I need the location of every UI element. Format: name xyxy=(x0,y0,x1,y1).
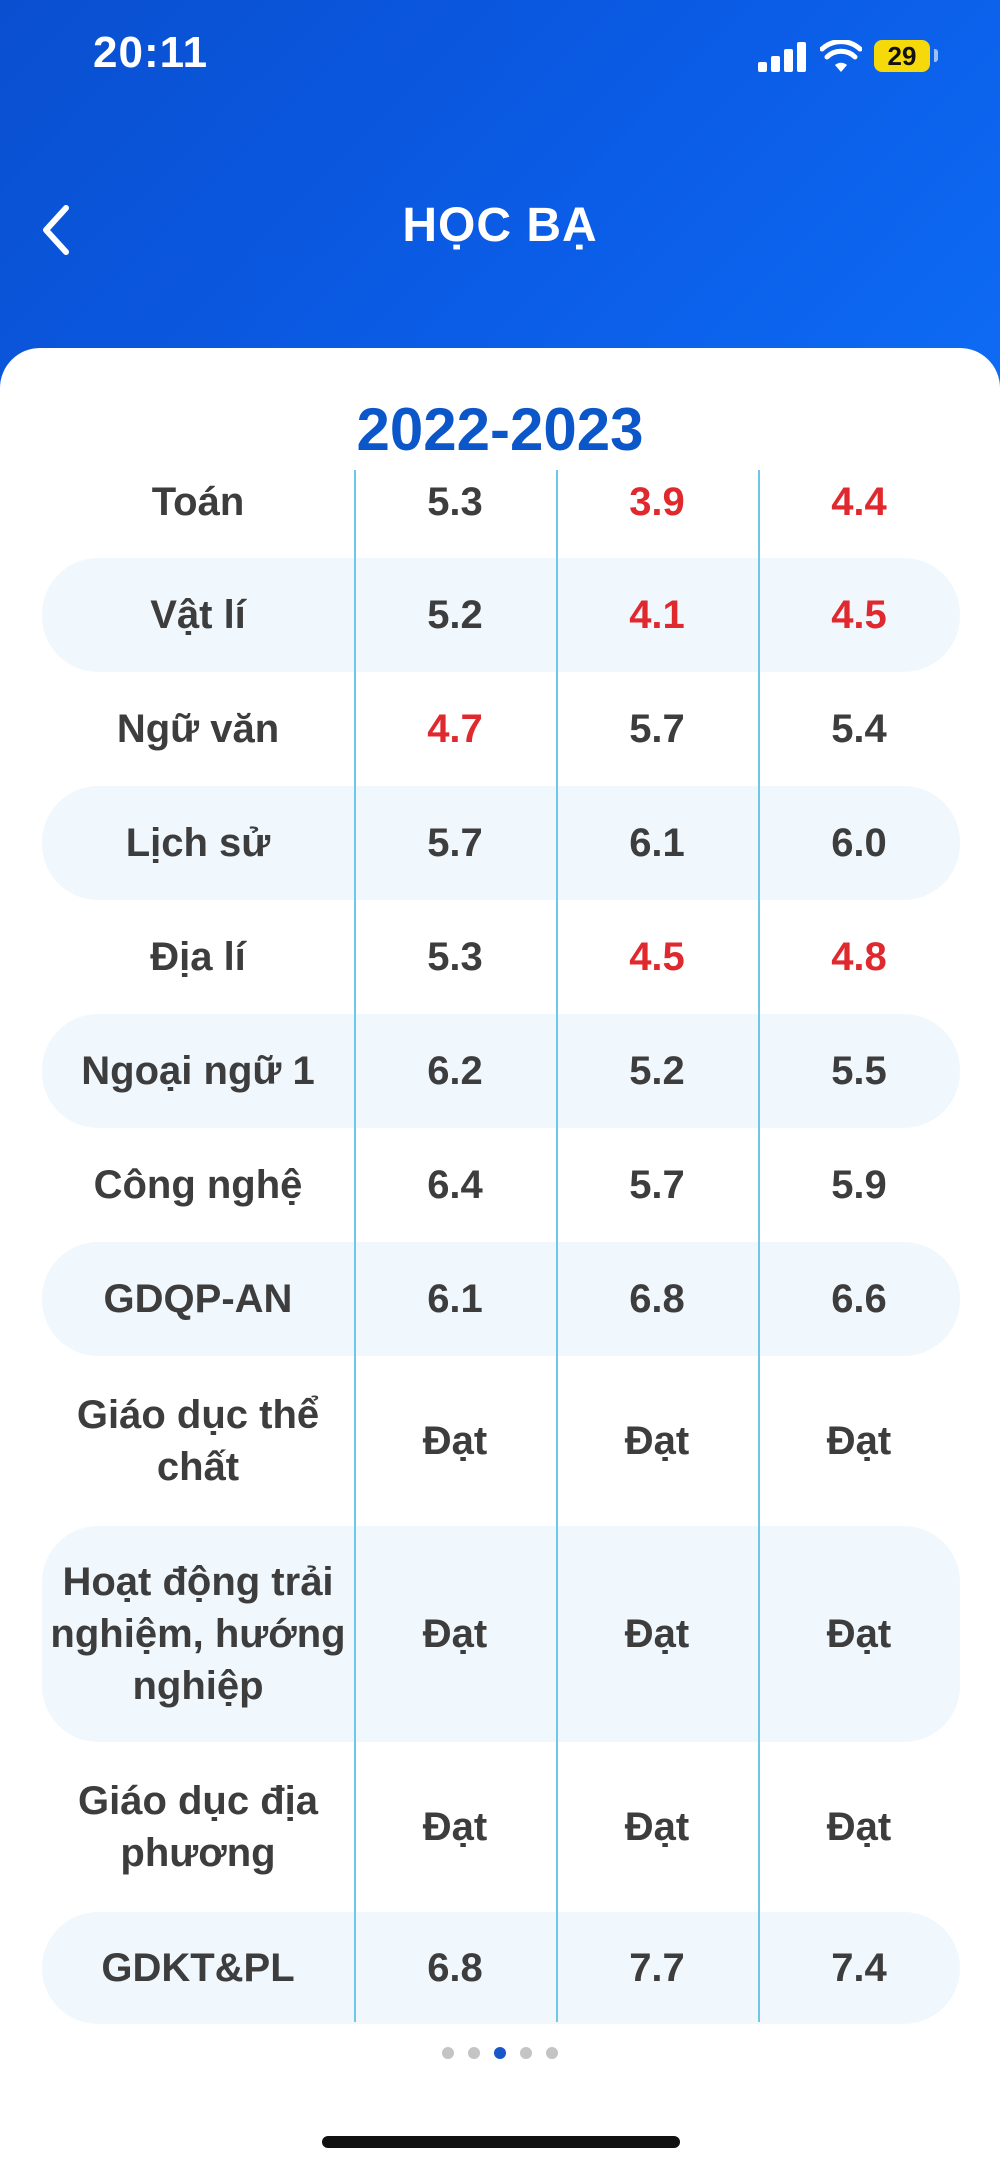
page-dot[interactable] xyxy=(520,2047,532,2059)
back-chevron-icon[interactable] xyxy=(36,200,76,260)
table-row: Toán 5.3 3.9 4.4 xyxy=(42,458,960,546)
grade-cell: 3.9 xyxy=(629,479,685,524)
grade-cell: 5.7 xyxy=(629,706,685,751)
page-indicator[interactable] xyxy=(0,2046,1000,2064)
grade-cell: Đạt xyxy=(422,1804,488,1849)
page-dot[interactable] xyxy=(442,2047,454,2059)
grade-cell: 6.8 xyxy=(427,1945,483,1990)
grade-cell: 6.0 xyxy=(831,820,887,865)
grade-cell: Đạt xyxy=(624,1804,690,1849)
page-dot[interactable] xyxy=(468,2047,480,2059)
subject-name: GDKT&PL xyxy=(101,1946,295,1990)
grade-cell: 4.1 xyxy=(629,592,685,637)
table-row: Công nghệ 6.4 5.7 5.9 xyxy=(42,1128,960,1242)
table-row: Hoạt động trải nghiệm, hướng nghiệp Đạt Đạ… xyxy=(42,1526,960,1742)
grade-cell: 7.4 xyxy=(831,1945,887,1990)
grade-cell: 6.6 xyxy=(831,1276,887,1321)
grade-cell: Đạt xyxy=(422,1418,488,1463)
subject-name: Công nghệ xyxy=(93,1163,303,1207)
grade-cell: 4.7 xyxy=(427,706,483,751)
table-row: Ngoại ngữ 1 6.2 5.2 5.5 xyxy=(42,1014,960,1128)
subject-name: Giáo dục địa phương xyxy=(77,1779,319,1875)
subject-name: Giáo dục thể chất xyxy=(76,1393,320,1489)
grade-cell: 5.2 xyxy=(427,592,483,637)
grade-cell: 4.5 xyxy=(629,934,685,979)
grade-cell: 6.4 xyxy=(427,1162,483,1207)
grade-cell: Đạt xyxy=(422,1611,488,1656)
grade-cell: 6.1 xyxy=(629,820,685,865)
grade-cell: Đạt xyxy=(826,1418,892,1463)
grade-cell: 4.5 xyxy=(831,592,887,637)
grade-cell: 5.9 xyxy=(831,1162,887,1207)
page-dot[interactable] xyxy=(546,2047,558,2059)
table-row: Ngữ văn 4.7 5.7 5.4 xyxy=(42,672,960,786)
cellular-signal-icon xyxy=(758,42,808,72)
grade-cell: 7.7 xyxy=(629,1945,685,1990)
subject-name: Địa lí xyxy=(150,935,246,979)
grade-cell: 4.8 xyxy=(831,934,887,979)
subject-name: Toán xyxy=(151,480,245,524)
subject-name: Lịch sử xyxy=(125,821,271,865)
subject-name: GDQP-AN xyxy=(103,1277,293,1321)
subject-name: Vật lí xyxy=(150,593,246,637)
subject-name: Ngoại ngữ 1 xyxy=(81,1049,315,1093)
grade-cell: 5.7 xyxy=(427,820,483,865)
grade-cell: Đạt xyxy=(826,1611,892,1656)
table-row: Giáo dục thể chất Đạt Đạt Đạt xyxy=(42,1356,960,1526)
grade-cell: 6.2 xyxy=(427,1048,483,1093)
wifi-icon xyxy=(820,40,862,72)
table-row: Giáo dục địa phương Đạt Đạt Đạt xyxy=(42,1742,960,1912)
table-row: Lịch sử 5.7 6.1 6.0 xyxy=(42,786,960,900)
grade-cell: 5.2 xyxy=(629,1048,685,1093)
grade-cell: 6.1 xyxy=(427,1276,483,1321)
column-divider xyxy=(556,470,558,2022)
column-divider xyxy=(758,470,760,2022)
battery-indicator: 29 xyxy=(874,40,930,72)
table-row: GDKT&PL 6.8 7.7 7.4 xyxy=(42,1912,960,2024)
status-time: 20:11 xyxy=(93,28,209,77)
table-row: Vật lí 5.2 4.1 4.5 xyxy=(42,558,960,672)
school-year-title: 2022-2023 xyxy=(356,396,644,463)
grade-cell: 6.8 xyxy=(629,1276,685,1321)
subject-name: Ngữ văn xyxy=(116,707,280,751)
grade-cell: 5.3 xyxy=(427,934,483,979)
subject-name: Hoạt động trải nghiệm, hướng nghiệp xyxy=(50,1560,346,1708)
battery-tip xyxy=(934,49,938,62)
grade-cell: 5.7 xyxy=(629,1162,685,1207)
page-dot[interactable] xyxy=(494,2047,506,2059)
page-title: HỌC BẠ xyxy=(402,199,598,252)
grade-cell: Đạt xyxy=(624,1611,690,1656)
grade-cell: 5.3 xyxy=(427,479,483,524)
grade-cell: Đạt xyxy=(624,1418,690,1463)
table-row: Địa lí 5.3 4.5 4.8 xyxy=(42,900,960,1014)
grade-cell: 5.4 xyxy=(831,706,887,751)
grade-cell: Đạt xyxy=(826,1804,892,1849)
column-divider xyxy=(354,470,356,2022)
grade-cell: 5.5 xyxy=(831,1048,887,1093)
home-indicator xyxy=(322,2136,680,2148)
grade-cell: 4.4 xyxy=(831,479,887,524)
table-row: GDQP-AN 6.1 6.8 6.6 xyxy=(42,1242,960,1356)
